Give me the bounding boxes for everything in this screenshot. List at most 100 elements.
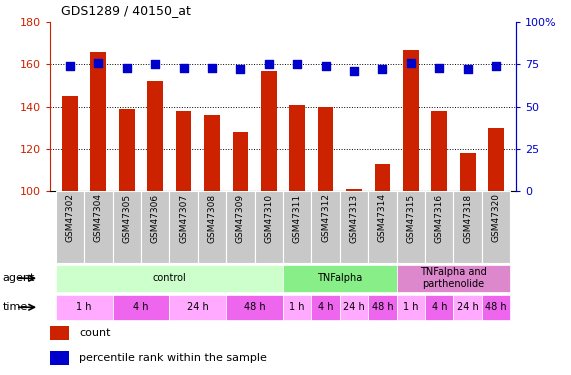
Bar [425, 191, 453, 263]
Text: GSM47310: GSM47310 [264, 194, 274, 243]
Bar [368, 295, 397, 320]
Text: GSM47318: GSM47318 [463, 194, 472, 243]
Bar [488, 128, 504, 191]
Bar [283, 265, 397, 292]
Bar [56, 265, 283, 292]
Bar [261, 70, 276, 191]
Bar [84, 191, 112, 263]
Text: GSM47305: GSM47305 [122, 194, 131, 243]
Text: 1 h: 1 h [289, 302, 305, 312]
Bar [432, 111, 447, 191]
Bar [403, 50, 419, 191]
Bar [397, 295, 425, 320]
Text: 24 h: 24 h [457, 302, 478, 312]
Text: TNFalpha and
parthenolide: TNFalpha and parthenolide [420, 267, 487, 289]
Bar [311, 295, 340, 320]
Text: GSM47312: GSM47312 [321, 194, 330, 242]
Bar [112, 191, 141, 263]
Bar [204, 115, 220, 191]
Text: 48 h: 48 h [372, 302, 393, 312]
Text: GSM47313: GSM47313 [349, 194, 359, 243]
Text: GSM47316: GSM47316 [435, 194, 444, 243]
Text: 24 h: 24 h [187, 302, 208, 312]
Text: control: control [152, 273, 186, 283]
Text: GSM47308: GSM47308 [207, 194, 216, 243]
Bar [375, 164, 390, 191]
Point [349, 68, 359, 74]
Point [122, 65, 131, 71]
Point [492, 63, 501, 69]
Bar [453, 191, 482, 263]
Text: GSM47302: GSM47302 [66, 194, 74, 242]
Bar [311, 191, 340, 263]
Point [378, 66, 387, 72]
Text: 48 h: 48 h [244, 302, 266, 312]
Text: GSM47309: GSM47309 [236, 194, 245, 243]
Text: time: time [3, 302, 28, 312]
Text: 24 h: 24 h [343, 302, 365, 312]
Point [236, 66, 245, 72]
Bar [170, 295, 226, 320]
Bar [283, 295, 311, 320]
Text: GSM47311: GSM47311 [293, 194, 301, 243]
Text: 48 h: 48 h [485, 302, 507, 312]
Point [293, 61, 302, 68]
Bar [147, 81, 163, 191]
Text: 1 h: 1 h [77, 302, 92, 312]
Bar [90, 52, 106, 191]
Point [463, 66, 472, 72]
Text: GSM47306: GSM47306 [151, 194, 160, 243]
Bar [50, 351, 69, 365]
Text: GSM47314: GSM47314 [378, 194, 387, 242]
Bar [340, 295, 368, 320]
Bar [226, 295, 283, 320]
Bar [397, 265, 510, 292]
Text: percentile rank within the sample: percentile rank within the sample [79, 353, 267, 363]
Bar [56, 191, 84, 263]
Text: 1 h: 1 h [403, 302, 419, 312]
Point [179, 65, 188, 71]
Bar [176, 111, 191, 191]
Bar [170, 191, 198, 263]
Text: GDS1289 / 40150_at: GDS1289 / 40150_at [62, 4, 191, 17]
Text: count: count [79, 328, 111, 338]
Bar [283, 191, 311, 263]
Text: GSM47304: GSM47304 [94, 194, 103, 242]
Bar [318, 106, 333, 191]
Bar [425, 295, 453, 320]
Text: GSM47320: GSM47320 [492, 194, 501, 242]
Point [65, 63, 74, 69]
Bar [346, 189, 362, 191]
Point [321, 63, 330, 69]
Bar [482, 295, 510, 320]
Text: GSM47315: GSM47315 [407, 194, 415, 243]
Bar [368, 191, 397, 263]
Text: 4 h: 4 h [432, 302, 447, 312]
Bar [482, 191, 510, 263]
Bar [50, 326, 69, 340]
Point [435, 65, 444, 71]
Bar [340, 191, 368, 263]
Bar [232, 132, 248, 191]
Point [207, 65, 216, 71]
Text: TNFalpha: TNFalpha [317, 273, 363, 283]
Bar [62, 96, 78, 191]
Bar [460, 153, 476, 191]
Bar [141, 191, 170, 263]
Bar [255, 191, 283, 263]
Point [407, 60, 416, 66]
Point [94, 60, 103, 66]
Text: 4 h: 4 h [133, 302, 148, 312]
Bar [453, 295, 482, 320]
Bar [119, 109, 135, 191]
Bar [289, 105, 305, 191]
Text: agent: agent [3, 273, 35, 283]
Text: 4 h: 4 h [318, 302, 333, 312]
Bar [198, 191, 226, 263]
Point [264, 61, 274, 68]
Bar [397, 191, 425, 263]
Bar [112, 295, 170, 320]
Bar [226, 191, 255, 263]
Point [151, 61, 160, 68]
Text: GSM47307: GSM47307 [179, 194, 188, 243]
